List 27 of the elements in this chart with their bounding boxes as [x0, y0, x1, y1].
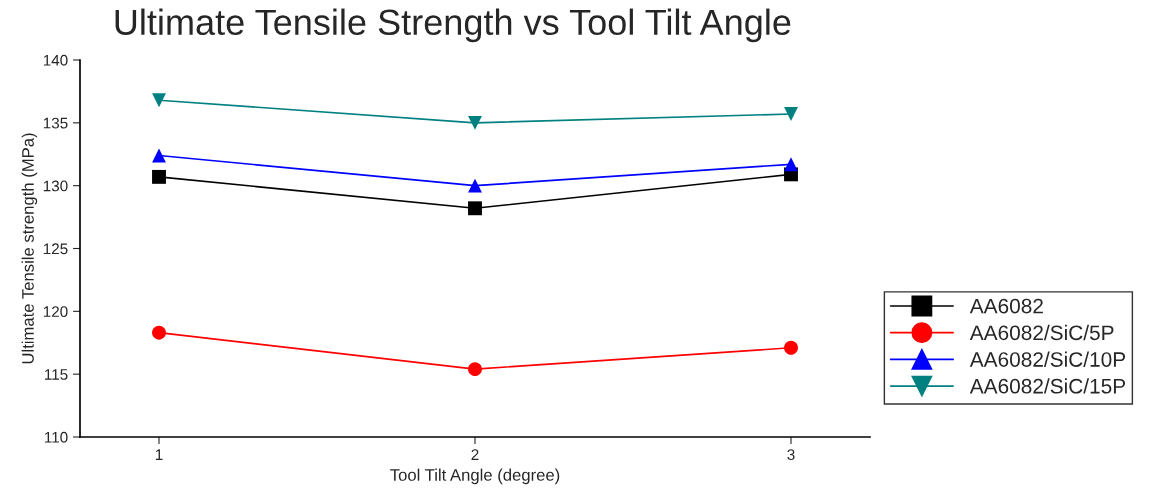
- legend-label: AA6082: [969, 298, 1043, 314]
- x-tick-label: 3: [787, 449, 795, 461]
- y-tick-label: 110: [45, 431, 68, 443]
- y-tick-label: 135: [43, 117, 68, 129]
- point: [152, 169, 166, 184]
- point: [152, 93, 166, 108]
- x-tick-label: 1: [155, 449, 163, 460]
- y-tick-label: 130: [43, 180, 68, 192]
- legend-label: AA6082/SiC/5P: [969, 324, 1114, 341]
- point: [468, 115, 482, 130]
- x-axis-title: Tool Tilt Angle (degree): [390, 468, 560, 485]
- y-tick-label: 120: [43, 306, 68, 318]
- y-tick-label: 115: [45, 369, 68, 380]
- point: [784, 340, 798, 355]
- point: [784, 107, 798, 121]
- point: [468, 201, 482, 216]
- chart-title: Ultimate Tensile Strength vs Tool Tilt Angle: [115, 8, 791, 43]
- y-tick-label: 125: [43, 243, 68, 255]
- point: [468, 362, 482, 377]
- y-tick-label: 140: [43, 54, 68, 66]
- x-tick-label: 2: [471, 449, 479, 460]
- legend-label: AA6082/SiC/15P: [969, 378, 1126, 394]
- point: [784, 157, 798, 172]
- legend-label: AA6082/SiC/10P: [969, 351, 1126, 367]
- y-axis-title: Ultimate Tensile strength (MPa): [21, 133, 38, 364]
- point: [468, 178, 482, 193]
- point: [152, 325, 166, 340]
